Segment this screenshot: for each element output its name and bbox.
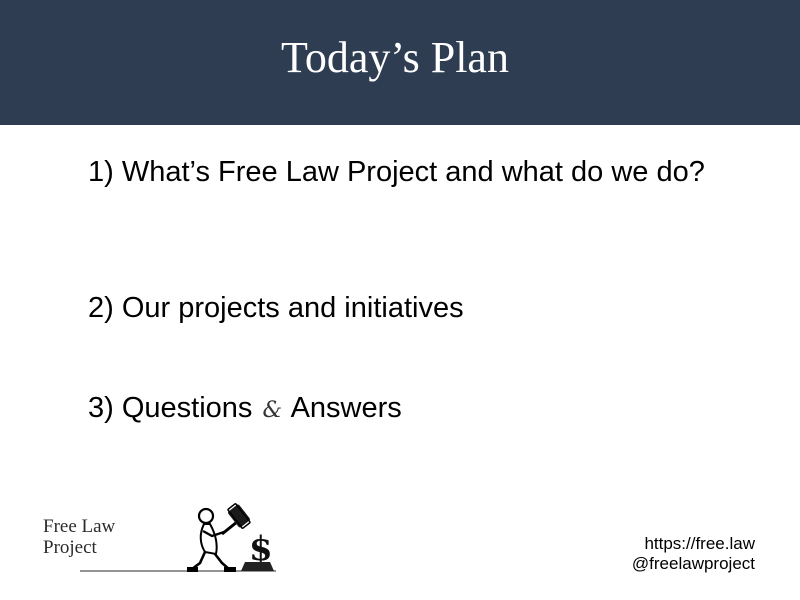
logo-line-1: Free Law	[43, 516, 116, 537]
agenda-item-3-text-before: Questions	[121, 392, 253, 424]
slide-title: Today’s Plan	[281, 33, 509, 82]
agenda-item-3-text-after: Answers	[290, 392, 402, 424]
logo-line-2: Project	[43, 537, 97, 558]
title-banner: Today’s Plan	[0, 0, 800, 125]
agenda-item-3: 3) Questions & Answers	[88, 390, 765, 429]
agenda-item-1: 1) What’s Free Law Project and what do w…	[88, 154, 765, 191]
gavel-figure-icon: $	[80, 503, 276, 572]
social-handle: @freelawproject	[631, 554, 755, 573]
svg-text:$: $	[249, 529, 273, 569]
contact-info: https://free.law @freelawproject	[632, 534, 755, 574]
agenda-item-2-number: 2)	[88, 292, 114, 324]
website-link[interactable]: https://free.law	[644, 534, 755, 553]
ampersand: &	[262, 398, 283, 423]
agenda-item-3-number: 3)	[88, 392, 114, 424]
agenda-item-2-text: Our projects and initiatives	[121, 292, 464, 324]
agenda-item-1-number: 1)	[88, 156, 114, 188]
free-law-project-logo: $ Free Law Project	[40, 496, 280, 578]
logo-text: Free Law Project	[43, 516, 115, 558]
agenda-item-1-text: What’s Free Law Project and what do we d…	[121, 156, 705, 188]
agenda-item-2: 2) Our projects and initiatives	[88, 290, 765, 327]
